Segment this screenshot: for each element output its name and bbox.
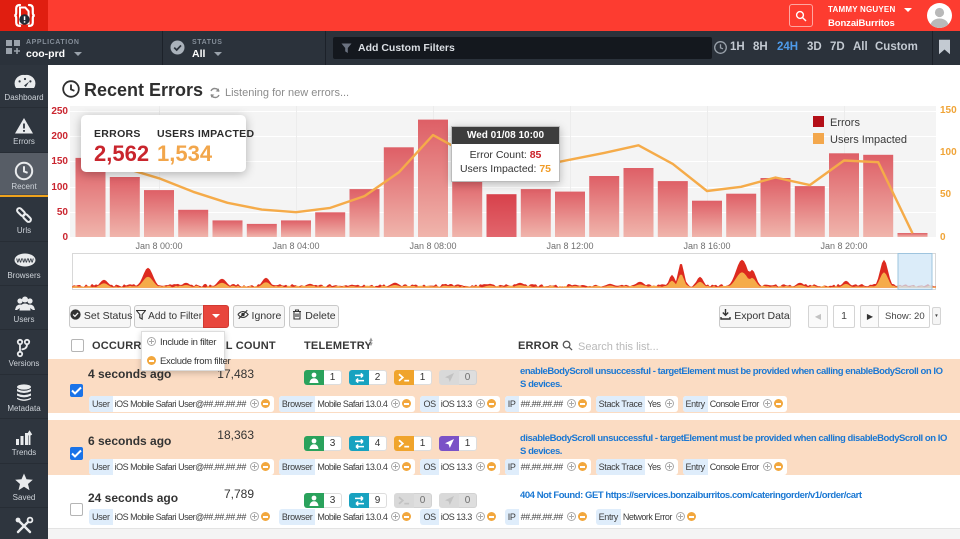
- svg-text:www: www: [15, 255, 34, 264]
